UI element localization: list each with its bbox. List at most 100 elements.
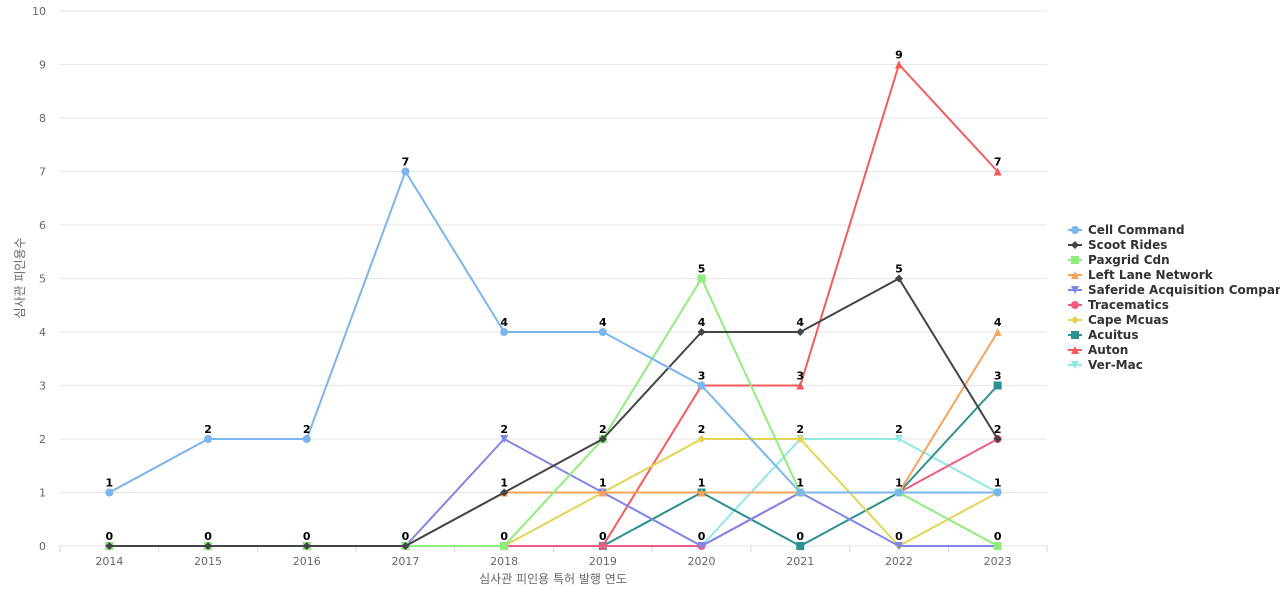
data-point-auton-2021 xyxy=(796,381,805,390)
legend-marker-paxgrid-cdn xyxy=(1071,256,1079,264)
data-label: 2 xyxy=(500,423,508,436)
data-point-acuitus-2021 xyxy=(796,542,805,550)
y-tick-label: 4 xyxy=(39,326,46,339)
data-point-left-lane-network-2019 xyxy=(598,488,607,497)
data-label: 3 xyxy=(796,370,804,383)
data-point-cell-command-2021 xyxy=(796,488,805,497)
data-point-scoot-rides-2017 xyxy=(401,542,410,550)
legend-label-tracematics: Tracematics xyxy=(1088,298,1169,312)
x-tick-label-2014: 2014 xyxy=(95,555,123,568)
data-point-cape-mcuas-2020 xyxy=(697,435,706,443)
series-lines xyxy=(105,60,1002,550)
data-point-scoot-rides-2014 xyxy=(105,542,114,550)
legend-label-cell-command: Cell Command xyxy=(1088,223,1185,237)
data-point-scoot-rides-2020 xyxy=(697,328,706,336)
y-axis-title: 심사관 피인용수 xyxy=(13,237,27,318)
x-tick-label-2021: 2021 xyxy=(786,555,814,568)
legend-item-cape-mcuas[interactable]: Cape Mcuas xyxy=(1068,313,1169,327)
legend-item-tracematics[interactable]: Tracematics xyxy=(1068,298,1169,312)
series-line-auton xyxy=(108,63,999,547)
data-label: 0 xyxy=(895,530,903,543)
data-point-auton-2022 xyxy=(894,60,903,69)
data-point-paxgrid-cdn-2018 xyxy=(500,542,509,550)
y-axis-ticks: 0 1 2 3 4 5 6 7 8 9 10 xyxy=(32,5,46,553)
legend-marker-tracematics xyxy=(1071,301,1079,309)
data-point-scoot-rides-2019 xyxy=(598,435,607,443)
x-tick-label-2019: 2019 xyxy=(589,555,617,568)
series-line-cell-command xyxy=(108,170,999,494)
data-point-cell-command-2019 xyxy=(598,328,607,336)
data-point-cell-command-2018 xyxy=(500,328,509,336)
series-auton xyxy=(105,60,1002,550)
series-line-scoot-rides xyxy=(108,277,999,547)
legend-item-cell-command[interactable]: Cell Command xyxy=(1068,223,1185,237)
legend-label-saferide-acquisition-company: Saferide Acquisition Company xyxy=(1088,283,1280,297)
data-point-scoot-rides-2021 xyxy=(796,328,805,336)
legend-item-paxgrid-cdn[interactable]: Paxgrid Cdn xyxy=(1068,253,1170,267)
data-label: 1 xyxy=(698,477,706,490)
y-tick-label: 1 xyxy=(39,487,46,500)
data-point-scoot-rides-2016 xyxy=(302,542,311,550)
x-axis-title: 심사관 피인용 특허 발행 연도 xyxy=(479,571,627,586)
y-tick-label: 8 xyxy=(39,112,46,125)
legend-label-auton: Auton xyxy=(1088,343,1128,357)
legend-label-acuitus: Acuitus xyxy=(1088,328,1138,342)
data-label: 2 xyxy=(895,423,903,436)
data-label: 5 xyxy=(895,263,903,276)
data-label: 0 xyxy=(106,530,114,543)
series-line-paxgrid-cdn xyxy=(108,277,999,547)
data-point-scoot-rides-2023 xyxy=(993,435,1002,443)
data-label: 4 xyxy=(796,316,804,329)
data-label: 1 xyxy=(895,477,903,490)
data-point-paxgrid-cdn-2023 xyxy=(993,542,1002,550)
data-point-scoot-rides-2018 xyxy=(500,488,509,497)
data-label: 0 xyxy=(303,530,311,543)
legend-item-ver-mac[interactable]: Ver-Mac xyxy=(1068,358,1143,372)
data-label: 4 xyxy=(698,316,706,329)
data-point-cell-command-2017 xyxy=(401,167,410,176)
data-point-saferide-acquisition-company-2020 xyxy=(697,542,706,550)
y-tick-label: 2 xyxy=(39,433,46,446)
x-axis-ticks: 2014 2015 2016 2017 2018 2019 2020 2021 2022 2023 xyxy=(59,546,1048,568)
data-label: 2 xyxy=(303,423,311,436)
legend-item-scoot-rides[interactable]: Scoot Rides xyxy=(1068,238,1167,252)
legend-label-paxgrid-cdn: Paxgrid Cdn xyxy=(1088,253,1170,267)
data-point-left-lane-network-2020 xyxy=(697,488,706,497)
legend-marker-cape-mcuas xyxy=(1071,316,1079,324)
data-point-cell-command-2020 xyxy=(697,381,706,390)
data-label: 0 xyxy=(796,530,804,543)
legend-item-auton[interactable]: Auton xyxy=(1068,343,1128,357)
data-label: 3 xyxy=(994,370,1002,383)
data-point-cell-command-2015 xyxy=(204,435,213,443)
data-label: 9 xyxy=(895,49,903,62)
data-label: 0 xyxy=(500,530,508,543)
data-label: 2 xyxy=(698,423,706,436)
legend-marker-auton xyxy=(1071,346,1079,354)
data-point-cell-command-2023 xyxy=(993,488,1002,497)
data-label: 1 xyxy=(994,477,1002,490)
data-point-tracematics-2019 xyxy=(598,542,607,550)
data-point-saferide-acquisition-company-2018 xyxy=(500,435,509,443)
data-label: 1 xyxy=(500,477,508,490)
legend-item-left-lane-network[interactable]: Left Lane Network xyxy=(1068,268,1214,282)
data-label: 4 xyxy=(994,316,1002,329)
legend-marker-ver-mac xyxy=(1071,361,1079,369)
y-tick-label: 3 xyxy=(39,380,46,393)
x-tick-label-2022: 2022 xyxy=(885,555,913,568)
data-label: 2 xyxy=(796,423,804,436)
data-label: 7 xyxy=(994,156,1002,169)
data-label: 0 xyxy=(698,530,706,543)
legend-marker-saferide-acquisition-company xyxy=(1071,286,1079,294)
data-point-auton-2023 xyxy=(993,167,1002,176)
data-label: 0 xyxy=(599,530,607,543)
y-tick-label: 5 xyxy=(39,273,46,286)
series-cell-command xyxy=(105,167,1002,497)
legend-item-saferide-acquisition-company[interactable]: Saferide Acquisition Company xyxy=(1068,283,1280,297)
legend-marker-cell-command xyxy=(1071,226,1079,234)
y-tick-label: 9 xyxy=(39,59,46,72)
x-tick-label-2016: 2016 xyxy=(293,555,321,568)
legend-item-acuitus[interactable]: Acuitus xyxy=(1068,328,1138,342)
